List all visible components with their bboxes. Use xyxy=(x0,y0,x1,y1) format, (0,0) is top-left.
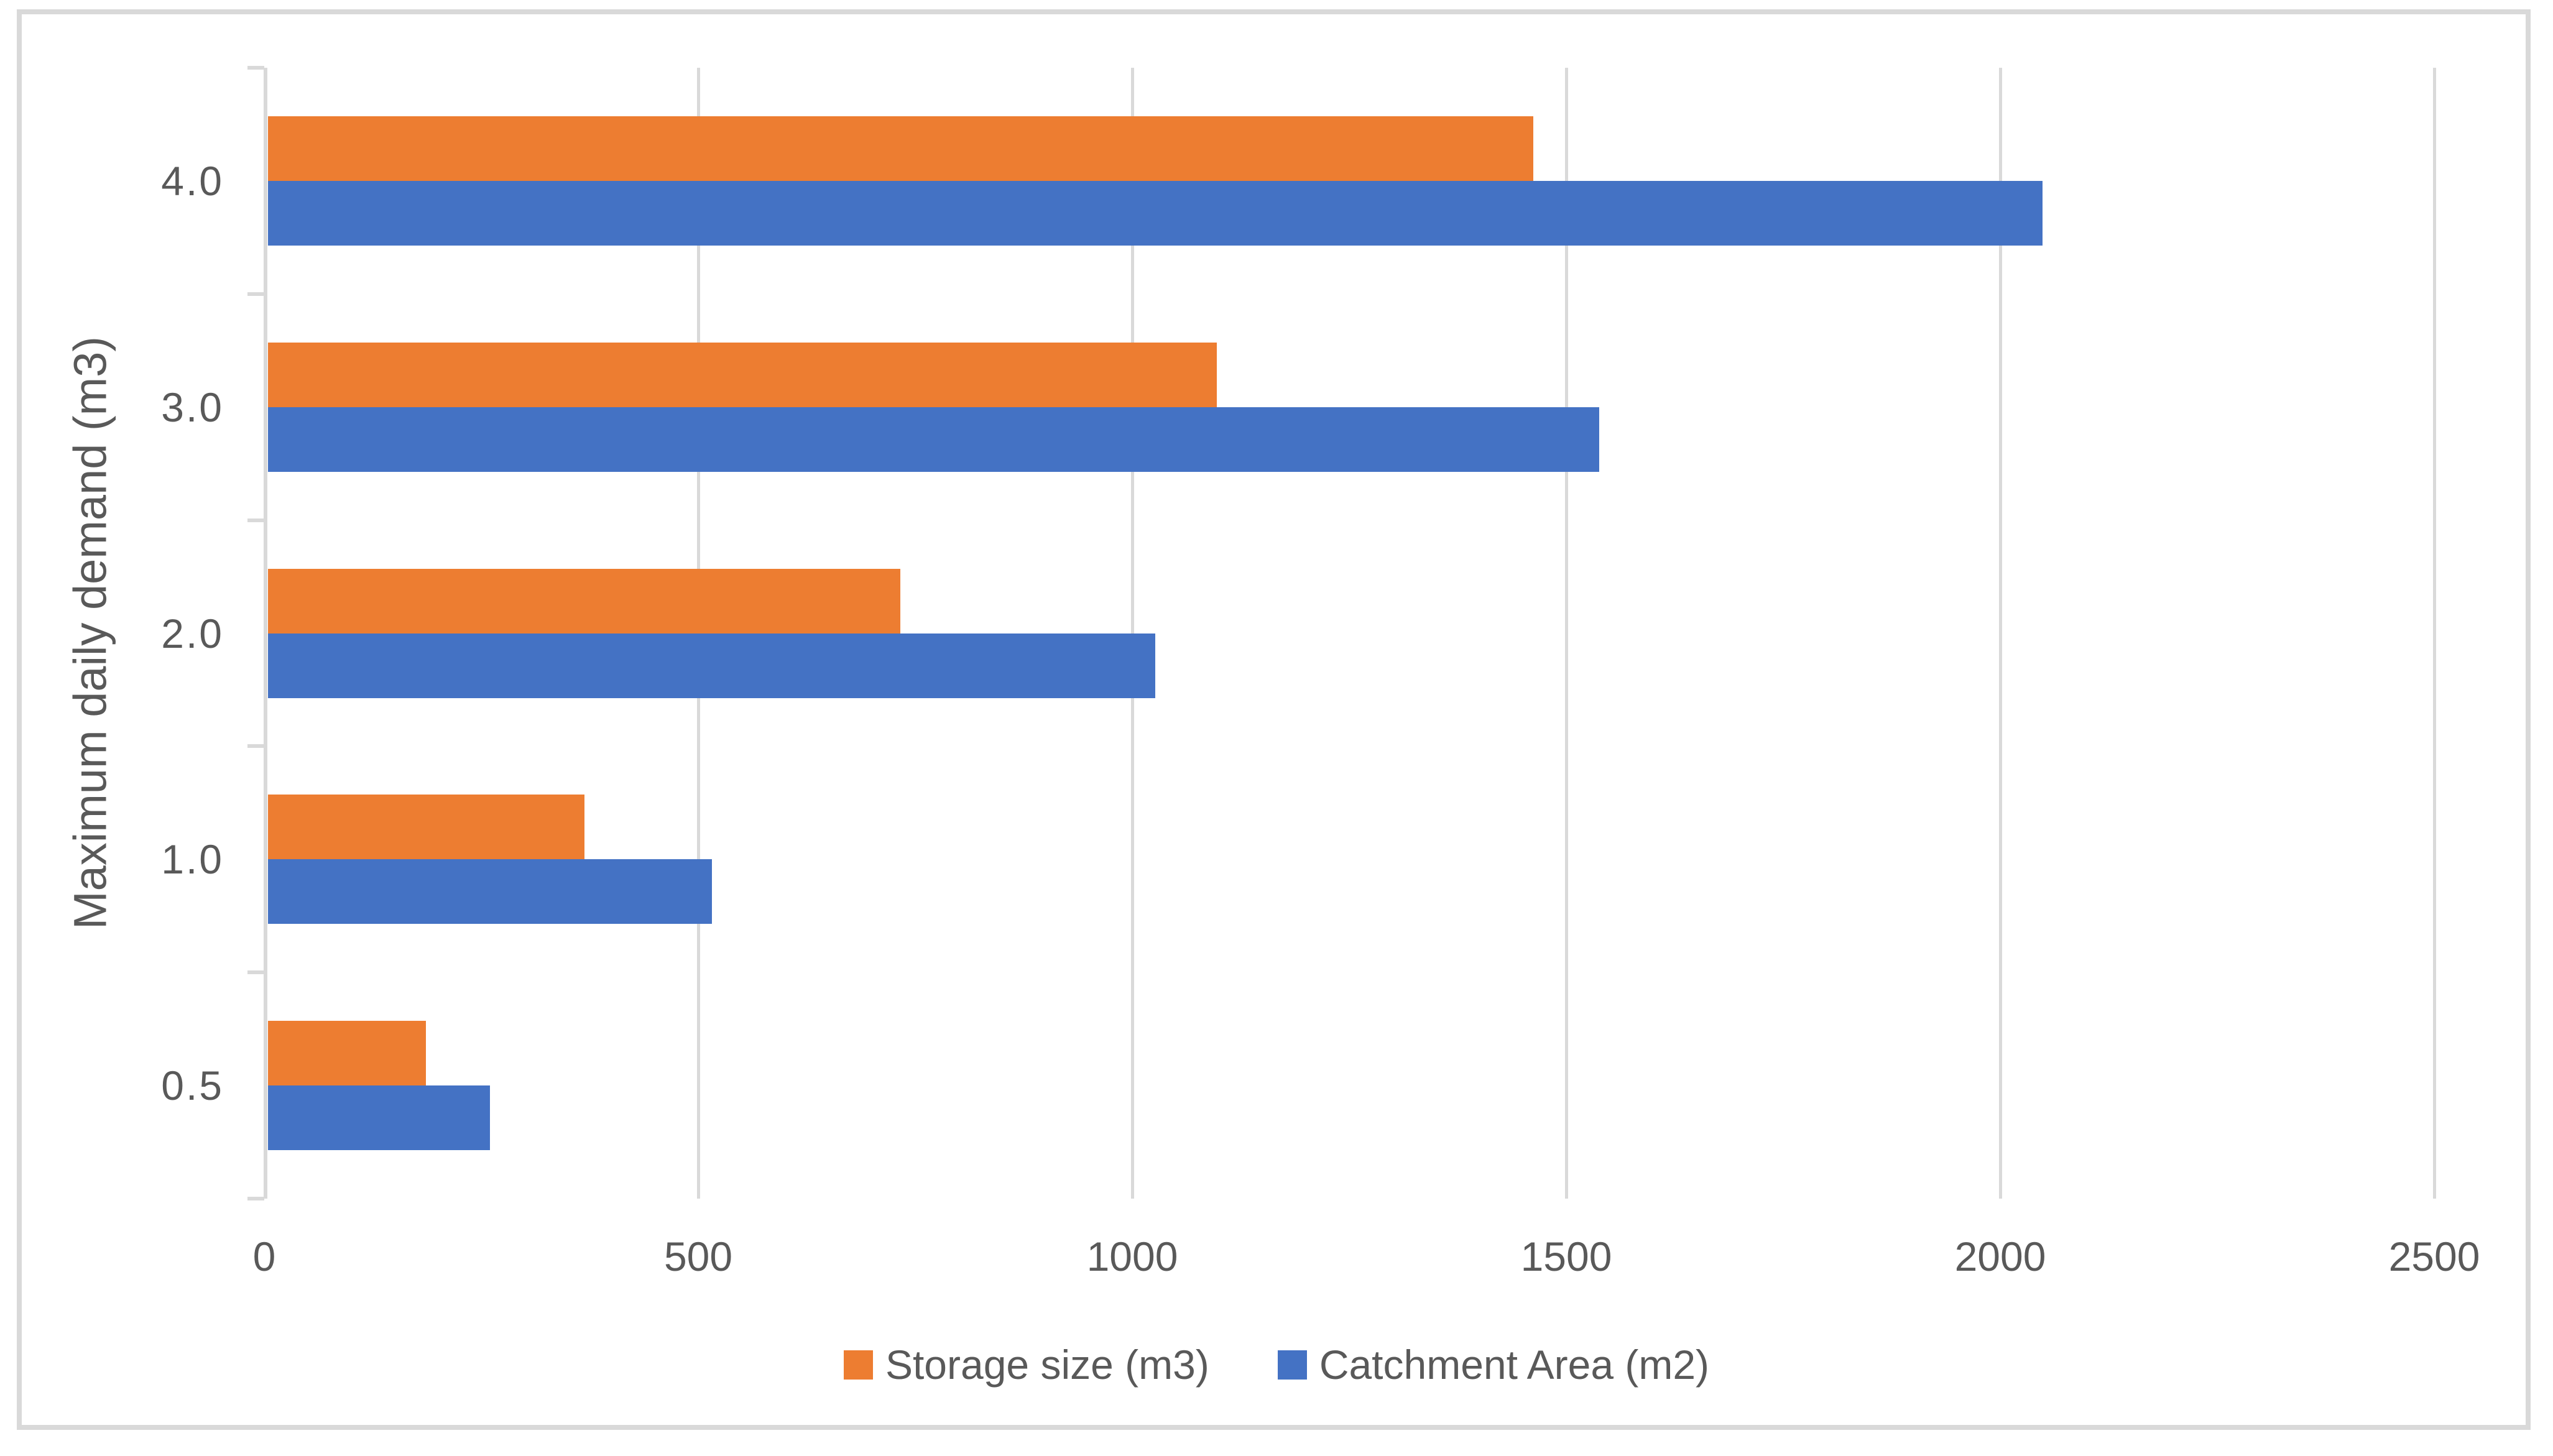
y-axis-category-labels: 4.0 3.0 2.0 1.0 0.5 xyxy=(0,68,224,1199)
bar-catchment-4.0[interactable] xyxy=(268,181,2043,246)
y-axis-tick-mark xyxy=(247,970,264,975)
gridline-x-1500 xyxy=(1565,68,1568,1199)
x-axis-tick-label-1500: 1500 xyxy=(1520,1233,1612,1279)
y-axis-tick-mark xyxy=(247,1197,264,1200)
y-axis-category-label-4.0: 4.0 xyxy=(161,158,224,204)
gridline-x-2500 xyxy=(2433,68,2436,1199)
legend-label: Catchment Area (m2) xyxy=(1319,1342,1710,1388)
legend: Storage size (m3) Catchment Area (m2) xyxy=(0,1337,2553,1393)
category-axis-line xyxy=(264,68,267,1199)
chart-border-frame xyxy=(17,9,2531,1430)
bar-catchment-3.0[interactable] xyxy=(268,407,1599,472)
gridline-x-2000 xyxy=(1999,68,2002,1199)
y-axis-category-label-0.5: 0.5 xyxy=(161,1062,224,1109)
bar-storage-2.0[interactable] xyxy=(268,568,901,634)
y-axis-category-label-3.0: 3.0 xyxy=(161,384,224,430)
x-axis-tick-label-0: 0 xyxy=(252,1233,276,1279)
bar-storage-0.5[interactable] xyxy=(268,1021,427,1086)
bar-storage-4.0[interactable] xyxy=(268,116,1533,181)
y-axis-tick-mark xyxy=(247,744,264,749)
legend-swatch-icon xyxy=(843,1350,873,1380)
x-axis-tick-label-1000: 1000 xyxy=(1086,1233,1178,1279)
bar-storage-3.0[interactable] xyxy=(268,342,1217,407)
legend-label: Storage size (m3) xyxy=(885,1342,1209,1388)
y-axis-tick-mark xyxy=(247,66,264,70)
category-band-4.0 xyxy=(268,68,2434,294)
category-band-2.0 xyxy=(268,520,2434,747)
y-axis-category-label-1.0: 1.0 xyxy=(161,836,224,883)
x-axis-tick-label-500: 500 xyxy=(663,1233,733,1279)
y-axis-tick-mark xyxy=(247,518,264,522)
bar-catchment-2.0[interactable] xyxy=(268,633,1156,698)
legend-swatch-icon xyxy=(1277,1350,1307,1380)
x-axis-tick-labels: 0 500 1000 1500 2000 2500 xyxy=(253,1233,2480,1289)
x-axis-tick-label-2500: 2500 xyxy=(2388,1233,2480,1279)
bar-storage-1.0[interactable] xyxy=(268,795,584,860)
x-axis-tick-label-2000: 2000 xyxy=(1954,1233,2046,1279)
legend-item-catchment[interactable]: Catchment Area (m2) xyxy=(1277,1341,1710,1388)
bar-catchment-1.0[interactable] xyxy=(268,859,712,924)
bar-catchment-0.5[interactable] xyxy=(268,1085,490,1151)
category-band-1.0 xyxy=(268,746,2434,972)
category-band-3.0 xyxy=(268,294,2434,520)
gridline-x-1000 xyxy=(1131,68,1134,1199)
category-band-0.5 xyxy=(268,972,2434,1199)
y-axis-tick-mark xyxy=(247,292,264,296)
plot-area xyxy=(247,66,2436,1200)
legend-item-storage[interactable]: Storage size (m3) xyxy=(843,1341,1209,1388)
y-axis-category-label-2.0: 2.0 xyxy=(161,610,224,657)
